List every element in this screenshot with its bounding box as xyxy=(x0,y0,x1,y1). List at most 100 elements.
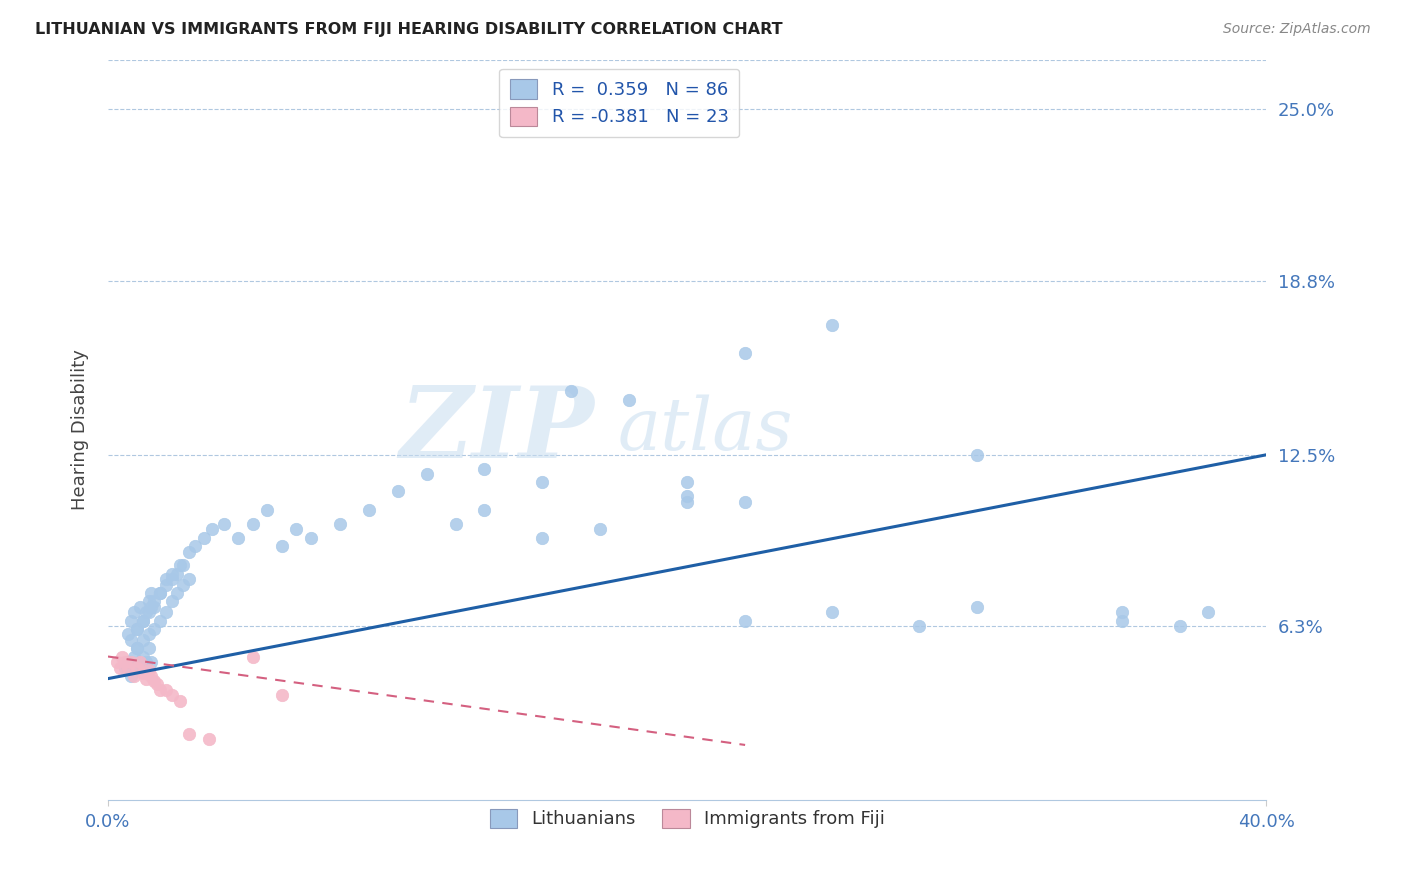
Point xyxy=(122,649,145,664)
Point xyxy=(143,599,166,614)
Point xyxy=(676,495,699,509)
Text: LITHUANIAN VS IMMIGRANTS FROM FIJI HEARING DISABILITY CORRELATION CHART: LITHUANIAN VS IMMIGRANTS FROM FIJI HEARI… xyxy=(35,22,783,37)
Point xyxy=(169,694,191,708)
Point xyxy=(141,655,163,669)
Point xyxy=(108,660,131,674)
Point xyxy=(155,605,177,619)
Point xyxy=(444,516,467,531)
Point xyxy=(143,594,166,608)
Point xyxy=(125,622,148,636)
Point xyxy=(141,599,163,614)
Point xyxy=(135,655,157,669)
Point xyxy=(821,318,844,332)
Point xyxy=(155,572,177,586)
Point xyxy=(908,619,931,633)
Point xyxy=(117,660,139,674)
Point xyxy=(141,586,163,600)
Point xyxy=(135,672,157,686)
Point xyxy=(242,516,264,531)
Point xyxy=(138,663,160,677)
Point xyxy=(734,345,756,359)
Point xyxy=(387,483,409,498)
Point xyxy=(138,605,160,619)
Point xyxy=(132,632,155,647)
Point xyxy=(128,655,150,669)
Point xyxy=(166,586,188,600)
Point xyxy=(114,660,136,674)
Point xyxy=(357,503,380,517)
Point xyxy=(141,669,163,683)
Point xyxy=(329,516,352,531)
Point xyxy=(415,467,437,482)
Point xyxy=(160,688,183,702)
Point xyxy=(128,599,150,614)
Point xyxy=(299,531,322,545)
Point xyxy=(734,614,756,628)
Point xyxy=(120,632,142,647)
Point xyxy=(122,605,145,619)
Point xyxy=(149,586,172,600)
Point xyxy=(146,677,169,691)
Point xyxy=(117,655,139,669)
Point xyxy=(270,539,292,553)
Point xyxy=(166,566,188,581)
Point xyxy=(619,392,641,407)
Point xyxy=(132,649,155,664)
Legend: Lithuanians, Immigrants from Fiji: Lithuanians, Immigrants from Fiji xyxy=(482,801,893,836)
Point xyxy=(172,558,194,573)
Point xyxy=(676,475,699,490)
Point xyxy=(177,572,200,586)
Point xyxy=(966,448,988,462)
Point xyxy=(128,660,150,674)
Point xyxy=(125,660,148,674)
Text: ZIP: ZIP xyxy=(399,382,595,478)
Point xyxy=(149,614,172,628)
Text: Source: ZipAtlas.com: Source: ZipAtlas.com xyxy=(1223,22,1371,37)
Point xyxy=(117,627,139,641)
Point xyxy=(132,614,155,628)
Point xyxy=(531,475,554,490)
Point xyxy=(138,641,160,656)
Point xyxy=(125,641,148,656)
Point xyxy=(474,503,496,517)
Point xyxy=(177,727,200,741)
Point xyxy=(111,649,134,664)
Point xyxy=(169,558,191,573)
Point xyxy=(143,674,166,689)
Point xyxy=(155,682,177,697)
Point xyxy=(1343,116,1365,130)
Point xyxy=(120,655,142,669)
Point xyxy=(172,577,194,591)
Point xyxy=(120,669,142,683)
Point xyxy=(589,522,612,536)
Point xyxy=(132,666,155,681)
Point xyxy=(676,489,699,503)
Point xyxy=(143,622,166,636)
Point xyxy=(270,688,292,702)
Point xyxy=(149,682,172,697)
Point xyxy=(821,605,844,619)
Point xyxy=(105,655,128,669)
Point xyxy=(531,531,554,545)
Y-axis label: Hearing Disability: Hearing Disability xyxy=(72,350,89,510)
Point xyxy=(226,531,249,545)
Point xyxy=(242,649,264,664)
Point xyxy=(285,522,308,536)
Text: atlas: atlas xyxy=(617,394,793,465)
Point xyxy=(1111,605,1133,619)
Point xyxy=(125,641,148,656)
Point xyxy=(160,572,183,586)
Point xyxy=(198,732,221,747)
Point xyxy=(184,539,207,553)
Point xyxy=(177,544,200,558)
Point xyxy=(160,594,183,608)
Point xyxy=(132,614,155,628)
Point xyxy=(1198,605,1220,619)
Point xyxy=(149,586,172,600)
Point xyxy=(122,669,145,683)
Point xyxy=(966,599,988,614)
Point xyxy=(256,503,278,517)
Point xyxy=(114,655,136,669)
Point xyxy=(135,605,157,619)
Point xyxy=(138,594,160,608)
